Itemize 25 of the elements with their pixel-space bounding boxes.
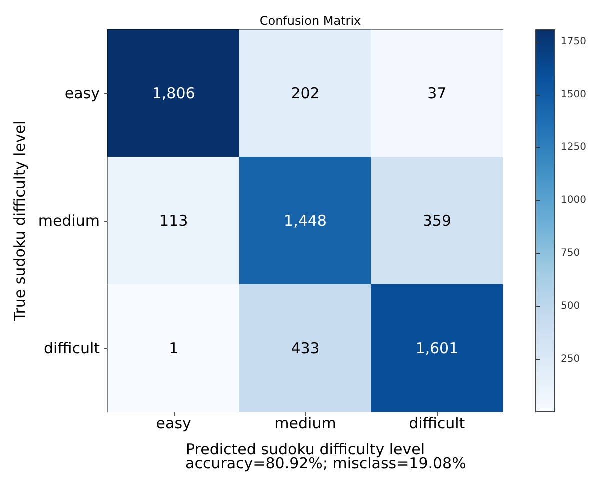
data-label: 1	[169, 339, 179, 358]
data-label: 1,806	[152, 84, 196, 103]
y-tick-label: easy	[64, 84, 100, 103]
y-axis-title: True sudoku difficulty level	[10, 120, 29, 322]
data-label: 433	[291, 339, 320, 358]
data-label: 113	[160, 212, 188, 230]
y-tick-label: difficult	[44, 339, 100, 358]
x-tick-label: difficult	[409, 414, 466, 432]
x-axis-title: Predicted sudoku difficulty level	[186, 440, 426, 458]
data-label: 202	[291, 84, 320, 103]
x-tick-label: medium	[274, 414, 336, 432]
color-bar-label: 1000	[561, 195, 586, 206]
color-bar-label: 750	[561, 248, 580, 259]
x-tick-label: easy	[156, 414, 192, 432]
color-bar-label: 1500	[561, 89, 586, 100]
chart-title: Confusion Matrix	[260, 14, 362, 28]
color-bar-label: 1750	[561, 36, 586, 48]
data-label: 1,448	[284, 212, 327, 230]
color-bar-label: 1250	[561, 142, 586, 154]
data-label: 359	[422, 212, 452, 230]
data-label: 1,601	[416, 339, 459, 358]
y-tick-label: medium	[38, 212, 100, 230]
color-bar-label: 250	[561, 354, 580, 365]
color-bar-label: 500	[561, 300, 580, 312]
data-label: 37	[428, 84, 447, 103]
